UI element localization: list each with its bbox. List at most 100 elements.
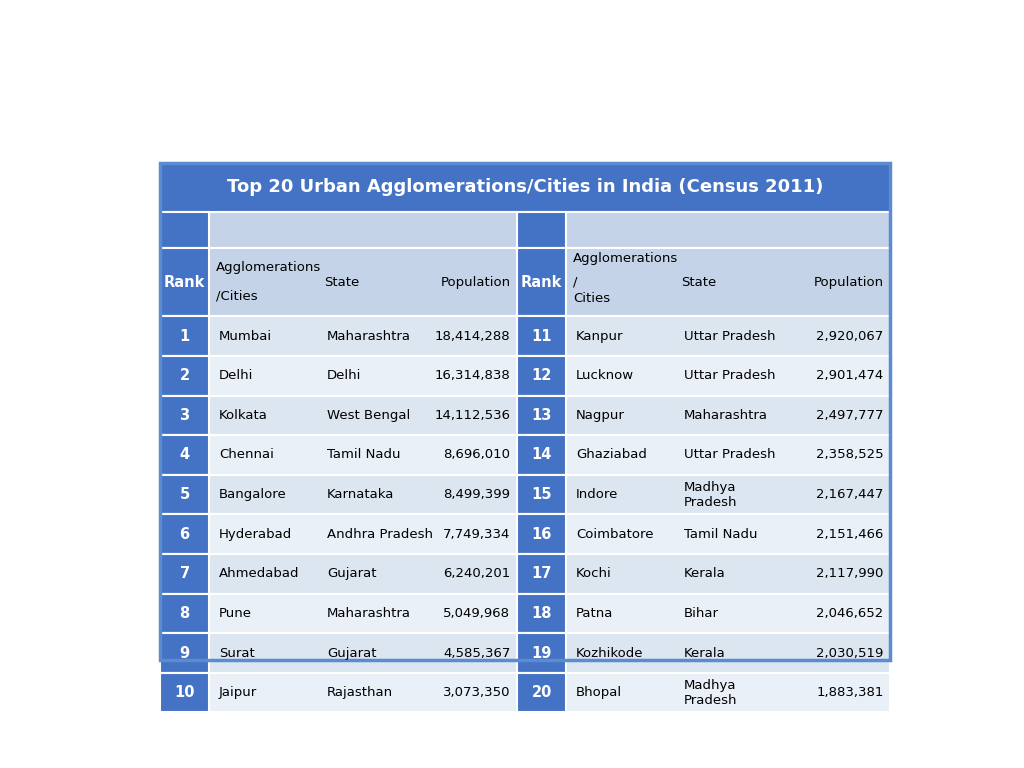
Bar <box>160 594 209 634</box>
Text: 1,883,381: 1,883,381 <box>816 686 884 699</box>
Bar <box>160 673 209 713</box>
Bar <box>160 396 890 435</box>
Text: 17: 17 <box>531 566 552 581</box>
Bar <box>160 316 209 356</box>
Text: 12: 12 <box>531 368 552 383</box>
Bar <box>517 356 566 396</box>
Text: 4: 4 <box>179 448 189 462</box>
Text: Lucknow: Lucknow <box>575 369 634 382</box>
Bar <box>517 554 566 594</box>
Text: 13: 13 <box>531 408 552 423</box>
Text: Bihar: Bihar <box>684 607 719 620</box>
Text: Andhra Pradesh: Andhra Pradesh <box>327 528 433 541</box>
Text: State: State <box>681 276 717 289</box>
Text: Madhya
Pradesh: Madhya Pradesh <box>684 679 737 707</box>
Bar <box>517 435 566 475</box>
Text: 2,167,447: 2,167,447 <box>816 488 884 501</box>
Text: Kochi: Kochi <box>575 568 611 581</box>
Bar <box>160 634 209 673</box>
Text: Patna: Patna <box>575 607 613 620</box>
Text: Coimbatore: Coimbatore <box>575 528 653 541</box>
Text: 2: 2 <box>179 368 189 383</box>
Text: Cities: Cities <box>572 293 610 306</box>
Text: 5: 5 <box>179 487 189 502</box>
Text: Maharashtra: Maharashtra <box>327 607 411 620</box>
Bar <box>517 594 566 634</box>
Text: State: State <box>324 276 359 289</box>
Bar <box>160 435 209 475</box>
Text: 10: 10 <box>174 685 195 700</box>
Bar <box>160 316 890 356</box>
Text: 7: 7 <box>179 566 189 581</box>
Text: Uttar Pradesh: Uttar Pradesh <box>684 449 775 462</box>
Bar <box>160 163 890 212</box>
Text: Gujarat: Gujarat <box>327 568 377 581</box>
Bar <box>160 356 890 396</box>
Text: 3,073,350: 3,073,350 <box>443 686 510 699</box>
Text: 6,240,201: 6,240,201 <box>443 568 510 581</box>
Bar <box>160 356 209 396</box>
Bar <box>160 396 209 435</box>
Bar <box>517 515 566 554</box>
Text: 8,696,010: 8,696,010 <box>443 449 510 462</box>
Text: Jaipur: Jaipur <box>219 686 257 699</box>
Text: Kerala: Kerala <box>684 568 726 581</box>
Text: 8: 8 <box>179 606 189 621</box>
Text: 2,497,777: 2,497,777 <box>816 409 884 422</box>
Text: 18: 18 <box>531 606 552 621</box>
Text: 3: 3 <box>179 408 189 423</box>
Text: Rajasthan: Rajasthan <box>327 686 393 699</box>
Text: 2,901,474: 2,901,474 <box>816 369 884 382</box>
Text: Chennai: Chennai <box>219 449 273 462</box>
Text: 8,499,399: 8,499,399 <box>443 488 510 501</box>
Bar <box>517 248 566 316</box>
Text: Ghaziabad: Ghaziabad <box>575 449 647 462</box>
Bar <box>160 515 209 554</box>
Text: Bangalore: Bangalore <box>219 488 287 501</box>
Bar <box>517 475 566 515</box>
Text: Tamil Nadu: Tamil Nadu <box>327 449 400 462</box>
Text: Kanpur: Kanpur <box>575 329 624 343</box>
Text: Mumbai: Mumbai <box>219 329 272 343</box>
Text: Hyderabad: Hyderabad <box>219 528 292 541</box>
Text: 2,358,525: 2,358,525 <box>816 449 884 462</box>
Text: West Bengal: West Bengal <box>327 409 411 422</box>
Bar <box>160 634 890 673</box>
Text: 16,314,838: 16,314,838 <box>434 369 510 382</box>
Text: Rank: Rank <box>521 275 562 290</box>
Text: Tamil Nadu: Tamil Nadu <box>684 528 758 541</box>
Text: 2,030,519: 2,030,519 <box>816 647 884 660</box>
Text: Agglomerations: Agglomerations <box>216 260 322 273</box>
Text: Ahmedabad: Ahmedabad <box>219 568 299 581</box>
Bar <box>517 634 566 673</box>
Text: Surat: Surat <box>219 647 255 660</box>
Bar <box>160 673 890 713</box>
Text: 11: 11 <box>531 329 552 343</box>
Bar <box>160 475 209 515</box>
Text: Bhopal: Bhopal <box>575 686 622 699</box>
Text: /: / <box>572 276 578 289</box>
Text: Kozhikode: Kozhikode <box>575 647 643 660</box>
Bar <box>517 212 566 248</box>
Bar <box>160 594 890 634</box>
Bar <box>160 554 890 594</box>
Bar <box>517 316 566 356</box>
Text: Indore: Indore <box>575 488 618 501</box>
Bar <box>160 554 209 594</box>
Bar <box>160 248 209 316</box>
Text: Population: Population <box>814 276 884 289</box>
Text: Nagpur: Nagpur <box>575 409 625 422</box>
Text: 20: 20 <box>531 685 552 700</box>
Text: Gujarat: Gujarat <box>327 647 377 660</box>
Text: 9: 9 <box>179 646 189 660</box>
Bar <box>160 435 890 475</box>
Text: Kolkata: Kolkata <box>219 409 268 422</box>
Bar <box>160 248 890 316</box>
Bar <box>160 212 209 248</box>
Bar <box>517 396 566 435</box>
Text: 7,749,334: 7,749,334 <box>443 528 510 541</box>
Text: 15: 15 <box>531 487 552 502</box>
Text: Top 20 Urban Agglomerations/Cities in India (Census 2011): Top 20 Urban Agglomerations/Cities in In… <box>226 178 823 197</box>
Text: 6: 6 <box>179 527 189 541</box>
Text: Rank: Rank <box>164 275 205 290</box>
